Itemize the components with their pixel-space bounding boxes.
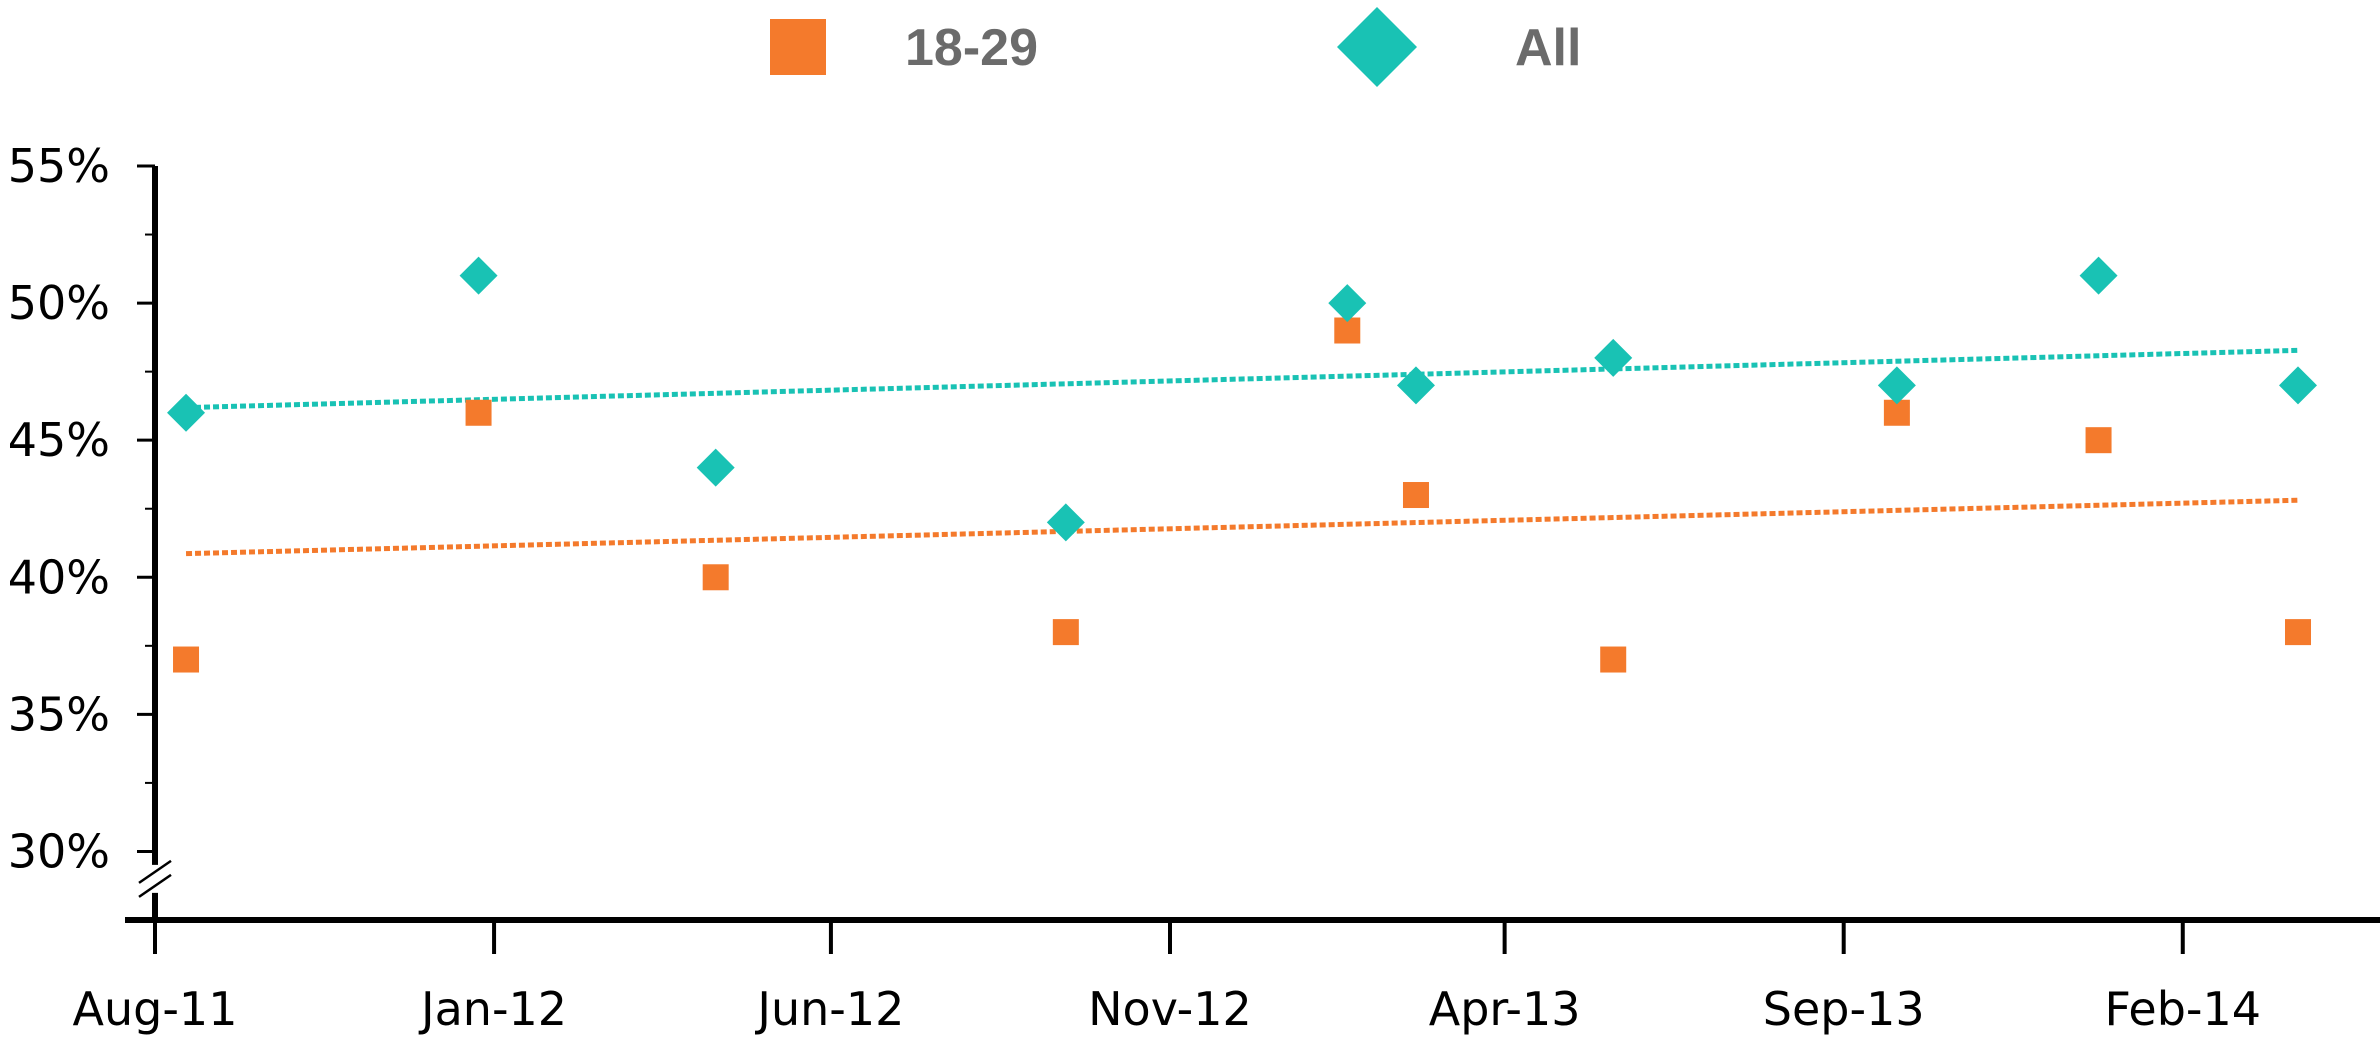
axis-break-mark bbox=[138, 859, 172, 898]
y-tick-label: 50% bbox=[8, 276, 110, 330]
legend-marker-all bbox=[1337, 7, 1417, 87]
point-18-29 bbox=[2285, 619, 2312, 646]
point-all bbox=[1877, 366, 1916, 405]
point-all bbox=[1328, 284, 1367, 323]
point-all bbox=[1594, 338, 1633, 377]
point-18-29 bbox=[465, 399, 492, 426]
legend-label-18-29: 18-29 bbox=[905, 19, 1038, 77]
x-tick-label: Feb-14 bbox=[2104, 982, 2261, 1036]
point-all bbox=[167, 393, 206, 432]
y-tick-label: 30% bbox=[8, 824, 110, 878]
legend: 18-29 All bbox=[770, 7, 1581, 87]
x-tick-label: Nov-12 bbox=[1088, 982, 1252, 1036]
point-18-29 bbox=[702, 564, 729, 591]
x-axis-ticks: Aug-11 Jan-12 Jun-12 Nov-12 Apr-13 Sep-13 Feb-… bbox=[73, 920, 2261, 1036]
point-all bbox=[1396, 366, 1435, 405]
x-tick-label: Sep-13 bbox=[1763, 982, 1925, 1036]
axes bbox=[125, 166, 2380, 923]
point-18-29 bbox=[173, 646, 200, 673]
point-18-29 bbox=[1402, 482, 1429, 509]
data-points bbox=[167, 256, 2318, 673]
point-18-29 bbox=[2085, 427, 2112, 454]
point-all bbox=[2079, 256, 2118, 295]
legend-label-all: All bbox=[1515, 19, 1581, 77]
point-all bbox=[696, 448, 735, 487]
y-tick-label: 55% bbox=[8, 139, 110, 193]
point-18-29 bbox=[1600, 646, 1627, 673]
y-tick-label: 35% bbox=[8, 687, 110, 741]
y-tick-label: 45% bbox=[8, 413, 110, 467]
y-tick-label: 40% bbox=[8, 550, 110, 604]
point-all bbox=[2279, 366, 2318, 405]
x-tick-label: Jun-12 bbox=[754, 982, 904, 1036]
x-tick-label: Aug-11 bbox=[73, 982, 238, 1036]
trendline-all bbox=[185, 347, 2299, 411]
legend-marker-18-29 bbox=[770, 19, 826, 75]
point-18-29 bbox=[1052, 619, 1079, 646]
point-all bbox=[459, 256, 498, 295]
trendlines bbox=[185, 347, 2299, 557]
trendline-18-29 bbox=[185, 497, 2299, 557]
x-tick-label: Apr-13 bbox=[1429, 982, 1581, 1036]
x-tick-label: Jan-12 bbox=[418, 982, 567, 1036]
y-axis-ticks: 30% 35% 40% 45% 50% 55% bbox=[8, 139, 155, 878]
point-all bbox=[1046, 503, 1085, 542]
